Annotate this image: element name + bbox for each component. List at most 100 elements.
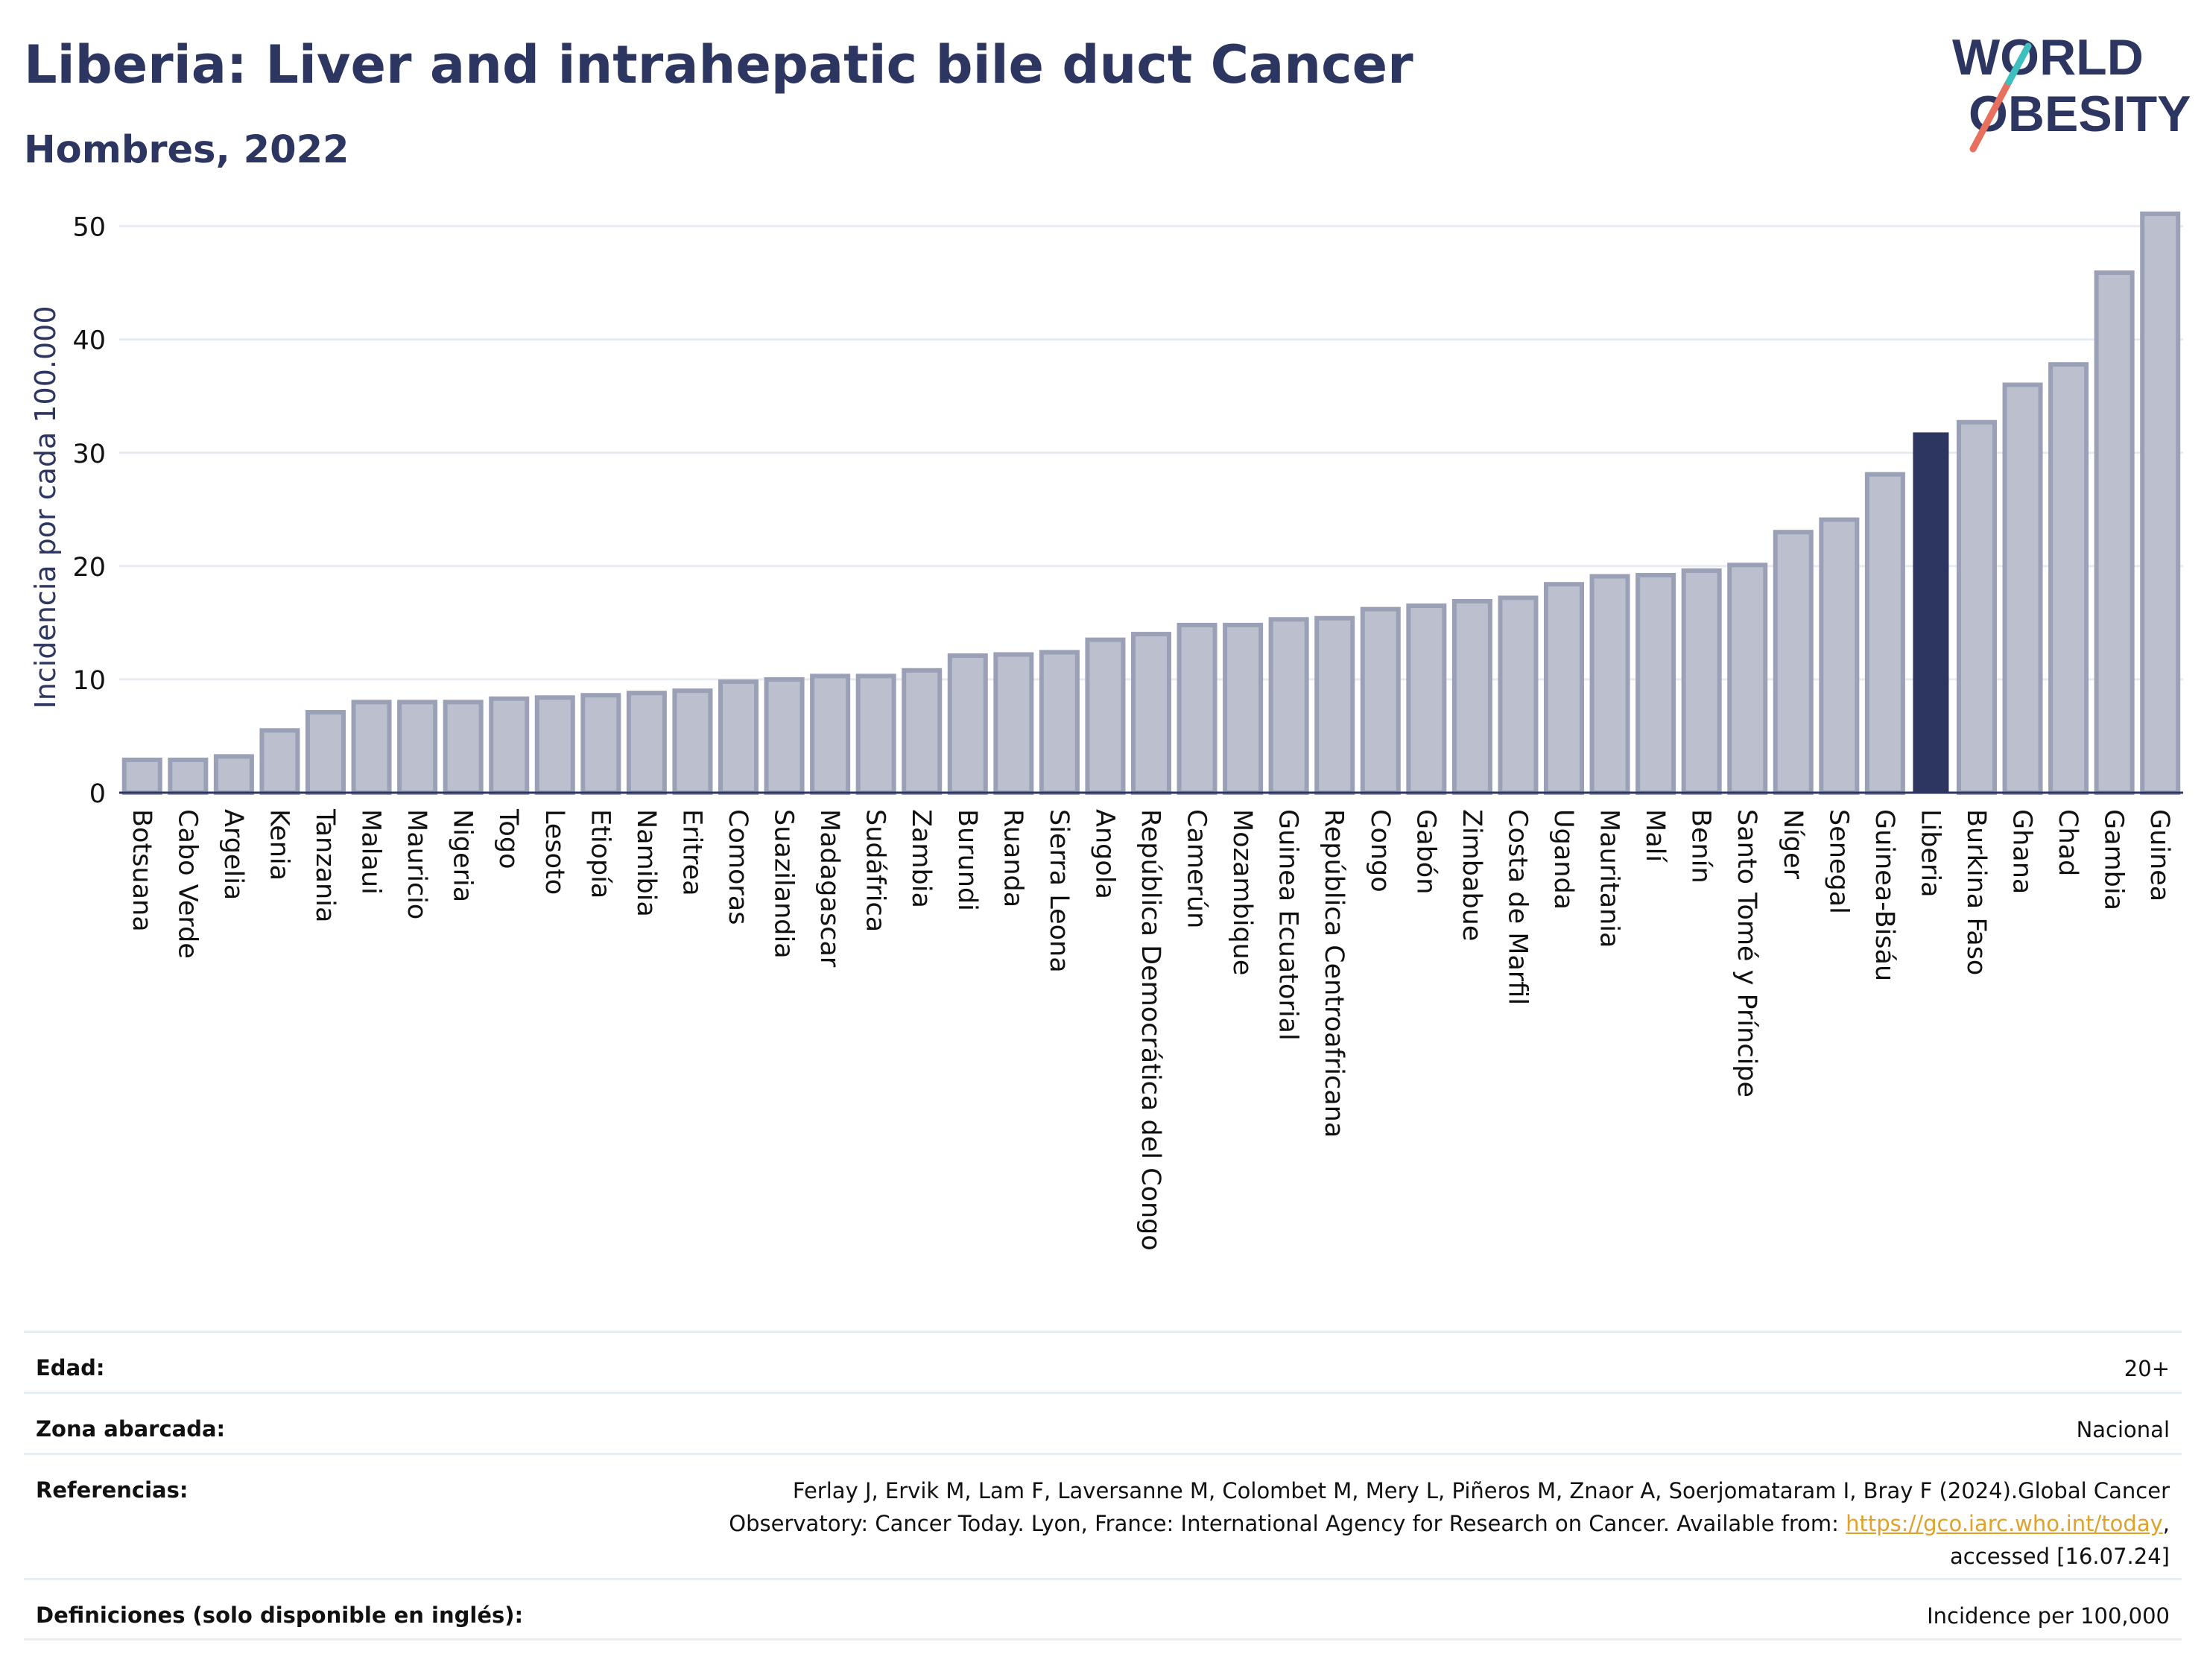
x-tick-label: Gabón — [1410, 809, 1440, 894]
bar[interactable] — [1360, 606, 1401, 796]
references-value: Ferlay J, Ervik M, Lam F, Laversanne M, … — [729, 1474, 2170, 1573]
x-tick-label: Etiopía — [585, 809, 615, 898]
bar[interactable] — [1085, 637, 1126, 795]
bar[interactable] — [810, 673, 851, 795]
bar[interactable] — [2094, 270, 2135, 795]
x-tick-label: Guinea-Bisáu — [1869, 809, 1899, 981]
x-axis-ticks: Botsuana Cabo Verde Argelia Kenia Tanzania Ma… — [127, 808, 2174, 1251]
bar[interactable] — [1681, 568, 1722, 795]
references-label: Referencias: — [36, 1477, 189, 1503]
bar[interactable] — [534, 695, 575, 795]
bar[interactable] — [213, 754, 254, 796]
x-tick-label: Costa de Marfil — [1502, 809, 1532, 1005]
x-tick-label: Sudáfrica — [861, 809, 890, 932]
bar[interactable] — [1130, 632, 1172, 796]
info-row-area: Zona abarcada: Nacional — [24, 1392, 2182, 1453]
bar[interactable] — [489, 696, 530, 795]
bar[interactable] — [947, 653, 988, 796]
y-tick-label: 50 — [72, 213, 106, 243]
bar[interactable] — [1913, 432, 1949, 793]
x-tick-label: Eritrea — [677, 809, 706, 896]
bar[interactable] — [397, 700, 438, 795]
area-label: Zona abarcada: — [36, 1416, 226, 1442]
x-tick-label: Senegal — [1823, 809, 1853, 914]
x-tick-label: Argelia — [218, 809, 248, 900]
definitions-value: Incidence per 100,000 — [1927, 1603, 2170, 1629]
info-row-age: Edad: 20+ — [24, 1331, 2182, 1392]
x-tick-label: República Democrática del Congo — [1136, 809, 1165, 1251]
bar[interactable] — [1773, 530, 1814, 796]
logo-slash-coral — [1969, 78, 2013, 153]
page-subtitle: Hombres, 2022 — [24, 128, 349, 172]
bar[interactable] — [855, 673, 896, 795]
y-tick-label: 20 — [72, 553, 106, 583]
bar[interactable] — [121, 757, 162, 796]
bar[interactable] — [1314, 615, 1355, 795]
x-tick-label: Cabo Verde — [172, 809, 202, 959]
bar[interactable] — [993, 652, 1034, 795]
x-tick-label: Zimbabue — [1457, 809, 1486, 941]
bar[interactable] — [1039, 650, 1080, 795]
page-title: Liberia: Liver and intrahepatic bile duc… — [24, 34, 1413, 95]
y-tick-label: 30 — [72, 440, 106, 469]
info-row-definitions: Definiciones (solo disponible en inglés)… — [24, 1578, 2182, 1641]
references-line-2: Observatory: Cancer Today. Lyon, France:… — [729, 1511, 1846, 1536]
x-tick-label: Kenia — [264, 809, 294, 881]
bar[interactable] — [168, 757, 209, 796]
bar[interactable] — [1268, 617, 1309, 795]
references-line-1: Ferlay J, Ervik M, Lam F, Laversanne M, … — [792, 1478, 2170, 1503]
bar[interactable] — [626, 691, 667, 795]
y-tick-label: 40 — [72, 326, 106, 356]
logo-text-world: WORLD — [1952, 29, 2144, 86]
x-tick-label: Burkina Faso — [1961, 809, 1991, 975]
x-tick-label: República Centroafricana — [1319, 809, 1349, 1138]
x-tick-label: Malí — [1640, 809, 1670, 863]
age-value: 20+ — [2124, 1356, 2170, 1381]
references-line-2-end: , — [2162, 1511, 2170, 1536]
bar[interactable] — [764, 676, 805, 795]
bar[interactable] — [1635, 573, 1676, 795]
bar[interactable] — [305, 710, 346, 796]
bar[interactable] — [1223, 622, 1264, 795]
x-tick-label: Guinea Ecuatorial — [1273, 809, 1303, 1041]
x-tick-label: Congo — [1365, 809, 1395, 893]
bar-chart: 0 10 20 30 40 50 Botsuana Cabo Verde Argelia Ken… — [29, 211, 2183, 1251]
bar[interactable] — [351, 700, 392, 795]
bar[interactable] — [718, 679, 759, 796]
y-axis-ticks: 0 10 20 30 40 50 — [72, 213, 106, 809]
bar[interactable] — [1956, 419, 1998, 795]
bar[interactable] — [1451, 598, 1492, 795]
y-axis-label: Incidencia por cada 100.000 — [29, 305, 62, 709]
bar[interactable] — [2140, 211, 2181, 795]
x-tick-label: Comoras — [723, 809, 753, 925]
bar[interactable] — [1177, 622, 1217, 795]
bar[interactable] — [672, 688, 713, 795]
bar[interactable] — [2048, 362, 2089, 795]
x-tick-label: Uganda — [1548, 809, 1578, 910]
y-tick-label: 0 — [89, 779, 106, 809]
bar[interactable] — [443, 700, 484, 795]
x-tick-label: Burundi — [952, 809, 982, 911]
bar[interactable] — [1819, 517, 1860, 795]
x-tick-label: Sierra Leona — [1044, 809, 1074, 973]
bar[interactable] — [1864, 472, 1905, 795]
bar[interactable] — [1406, 603, 1447, 796]
bar[interactable] — [259, 728, 300, 796]
bar[interactable] — [580, 693, 621, 795]
x-tick-label: Madagascar — [814, 809, 844, 968]
x-tick-label: Mozambique — [1227, 809, 1257, 975]
x-tick-label: Guinea — [2144, 809, 2174, 901]
logo-slash-teal — [2005, 42, 2032, 86]
bar[interactable] — [1543, 582, 1585, 796]
x-tick-label: Níger — [1778, 809, 1808, 880]
bar[interactable] — [1498, 595, 1539, 795]
bar[interactable] — [902, 668, 943, 795]
x-tick-label: Zambia — [906, 809, 936, 908]
x-tick-label: Suazilandia — [769, 809, 799, 959]
bar[interactable] — [1589, 574, 1630, 795]
references-link[interactable]: https://gco.iarc.who.int/today — [1846, 1511, 2163, 1536]
x-tick-label: Ruanda — [998, 809, 1027, 907]
bar[interactable] — [1727, 562, 1768, 795]
x-tick-label: Benín — [1686, 809, 1716, 884]
bar[interactable] — [2002, 382, 2043, 795]
